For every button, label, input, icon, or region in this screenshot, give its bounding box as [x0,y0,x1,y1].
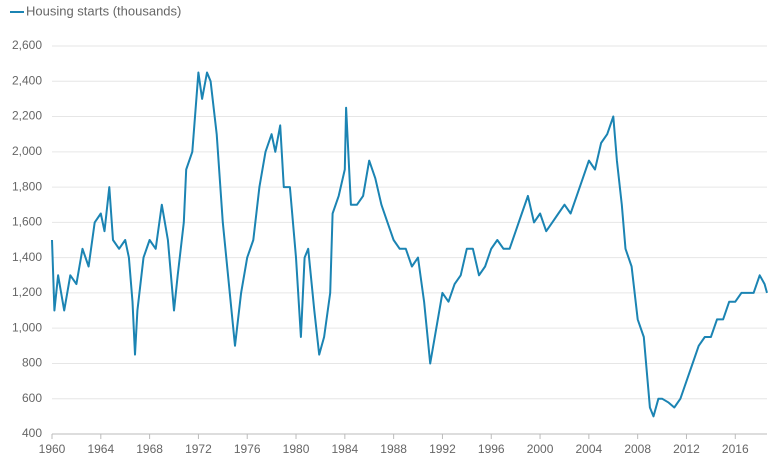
y-tick-label: 1,200 [12,285,42,299]
y-tick-label: 2,000 [12,144,42,158]
x-tick-label: 1976 [234,442,261,456]
x-tick-label: 1980 [283,442,310,456]
x-tick-label: 2000 [527,442,554,456]
x-tick-label: 2012 [673,442,700,456]
x-tick-label: 2008 [624,442,651,456]
y-tick-label: 1,800 [12,179,42,193]
series-line [51,71,768,418]
x-tick-label: 1992 [429,442,456,456]
legend-label: Housing starts (thousands) [26,3,181,18]
x-tick-label: 1972 [185,442,212,456]
y-tick-label: 600 [22,391,42,405]
y-tick-label: 1,000 [12,320,42,334]
x-tick-label: 2004 [576,442,603,456]
y-tick-label: 800 [22,356,42,370]
y-tick-label: 1,600 [12,215,42,229]
y-tick-label: 1,400 [12,250,42,264]
x-tick-label: 1996 [478,442,505,456]
y-tick-label: 2,600 [12,38,42,52]
x-tick-label: 1988 [380,442,407,456]
y-tick-label: 2,400 [12,73,42,87]
x-tick-label: 1968 [136,442,163,456]
y-tick-label: 2,200 [12,109,42,123]
x-tick-label: 1984 [331,442,358,456]
x-tick-label: 2016 [722,442,749,456]
x-tick-label: 1960 [39,442,66,456]
y-tick-label: 400 [22,426,42,440]
x-tick-label: 1964 [87,442,114,456]
